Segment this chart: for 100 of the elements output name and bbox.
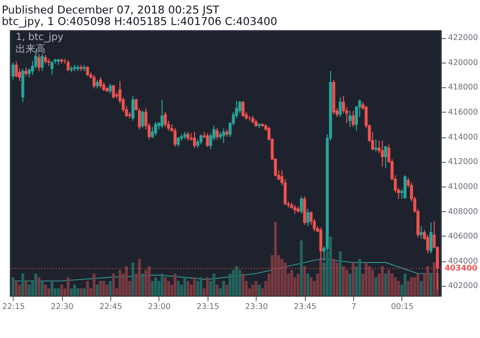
bar [73,284,76,296]
bar [21,274,24,296]
y-tick-label: 422000 [448,33,478,42]
bar [138,258,141,296]
bar [60,284,64,296]
bar [24,280,28,296]
y-tick-label: 402000 [448,281,478,290]
bar [12,277,14,296]
candlestick [14,60,18,78]
bar [148,266,150,296]
bar [167,280,170,296]
bar [251,284,254,296]
bar [235,266,238,296]
bar [154,277,157,296]
bar [228,274,232,296]
chart-title: 出来高 [16,42,46,55]
chart-subtitle: btc_jpy, 1 O:405098 H:405185 L:401706 C:403400 [2,15,278,28]
y-tick-label: 410000 [448,182,478,191]
x-tick-label: 23:30 [245,302,268,311]
bar [290,270,294,296]
y-tick-label: 412000 [448,157,478,166]
candlestick [222,128,226,144]
candlestick [99,76,102,89]
bar [112,274,115,296]
bar [50,280,54,296]
bar [125,266,128,296]
bar [44,284,47,296]
bar [397,280,400,296]
bar [274,222,277,296]
candlestick [50,60,54,76]
bar [238,270,242,296]
candlestick [38,53,40,72]
bar [371,270,374,296]
bar [193,277,196,296]
bar [410,277,413,296]
candlestick [238,100,242,114]
bar [368,266,371,296]
bar [174,274,176,296]
x-tick-label: 22:30 [50,302,74,311]
bar [348,274,352,296]
bar [28,284,31,296]
bar [404,274,406,296]
candlestick [131,95,134,122]
x-tick-label: 00:15 [390,302,414,311]
candlestick [86,66,90,77]
bar [384,274,387,296]
candlestick [352,110,355,128]
bar [57,288,60,296]
y-tick-label: 404000 [448,256,478,266]
candlestick [199,134,202,145]
bar [160,274,164,296]
candlestick [404,174,406,200]
x-tick-label: 7 [351,302,356,311]
bar [296,274,300,296]
bar [141,274,144,296]
bar [329,236,332,296]
bar [280,258,284,296]
bar [300,240,303,296]
candlestick [300,196,303,214]
bar [342,266,345,296]
bar [380,266,384,296]
candlestick [66,59,70,72]
bar [310,277,312,296]
y-tick-label: 418000 [448,82,478,92]
bar [99,280,102,296]
candlestick [164,112,167,128]
candlestick [150,126,154,139]
bar [242,274,244,296]
bar [254,280,258,296]
candlestick [303,196,306,226]
candlestick [380,140,384,168]
bar [70,288,73,296]
y-tick-label: 408000 [448,206,478,216]
bar [144,270,148,296]
bar [345,270,348,296]
candlestick [92,74,96,89]
bar [352,262,355,296]
candlestick [141,110,144,129]
candlestick [12,62,15,80]
bar [186,280,190,296]
chart-title: Published December 07, 2018 00:25 JST [2,3,220,16]
y-tick-label: 414000 [448,132,478,142]
x-tick-label: 22:45 [99,302,122,311]
bar [225,284,228,296]
candlestick [176,136,180,148]
candlestick [216,128,219,140]
candlestick [174,128,177,148]
y-tick-label: 406000 [448,232,478,241]
candlestick [338,96,342,118]
bar [258,284,261,296]
bar [86,280,89,296]
candlestick [374,138,378,152]
candlestick [429,222,432,254]
bar [222,280,226,296]
x-tick-label: 22:15 [2,302,25,311]
candlestick [193,131,196,149]
candlestick [242,100,245,118]
candlestick [384,145,388,168]
bar [38,277,40,296]
bar [216,284,219,296]
